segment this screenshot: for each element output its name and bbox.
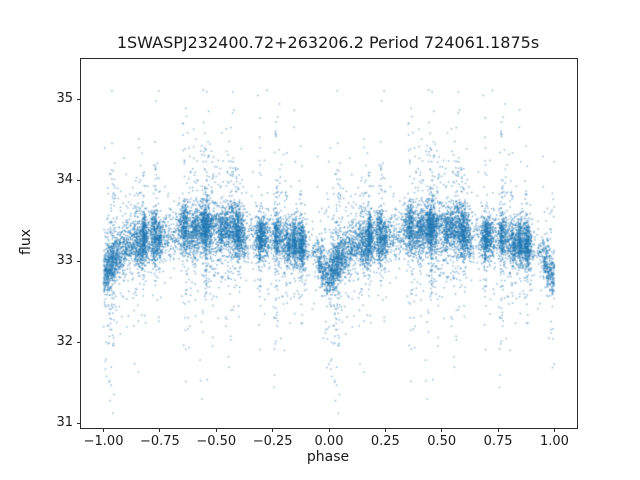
scatter-canvas xyxy=(81,59,577,428)
y-tick-mark xyxy=(77,342,81,344)
y-tick-label: 35 xyxy=(56,90,73,106)
chart-title: 1SWASPJ232400.72+263206.2 Period 724061.… xyxy=(116,33,540,52)
x-tick-label: −1.00 xyxy=(83,434,124,449)
x-tick-label: −0.75 xyxy=(139,434,180,449)
x-tick-mark xyxy=(272,428,274,432)
y-tick-label: 31 xyxy=(56,414,73,430)
x-tick-label: 0.25 xyxy=(370,434,400,449)
x-tick-label: −0.25 xyxy=(252,434,293,449)
y-tick-mark xyxy=(77,423,81,425)
x-tick-mark xyxy=(384,428,386,432)
x-tick-mark xyxy=(553,428,555,432)
x-tick-label: 0.75 xyxy=(483,434,513,449)
axes-frame: −1.00 −0.75 −0.50 −0.25 0.00 0.25 0.50 0.75 1.00… xyxy=(56,58,578,449)
x-axis-label: phase xyxy=(306,449,350,465)
y-tick-label: 32 xyxy=(56,333,73,349)
x-tick-mark xyxy=(159,428,161,432)
x-tick-mark xyxy=(103,428,105,432)
x-tick-mark xyxy=(215,428,217,432)
x-tick-mark xyxy=(441,428,443,432)
y-tick-mark xyxy=(77,180,81,182)
y-tick-mark xyxy=(77,99,81,101)
y-tick-label: 33 xyxy=(56,252,73,268)
y-tick-label: 34 xyxy=(56,171,73,187)
x-tick-label: −0.50 xyxy=(196,434,237,449)
x-tick-label: 1.00 xyxy=(539,434,569,449)
x-tick-label: 0.50 xyxy=(427,434,457,449)
x-tick-mark xyxy=(497,428,499,432)
x-tick-mark xyxy=(328,428,330,432)
y-axis-label: flux xyxy=(18,229,34,255)
x-tick-label: 0.00 xyxy=(314,434,344,449)
y-tick-mark xyxy=(77,261,81,263)
